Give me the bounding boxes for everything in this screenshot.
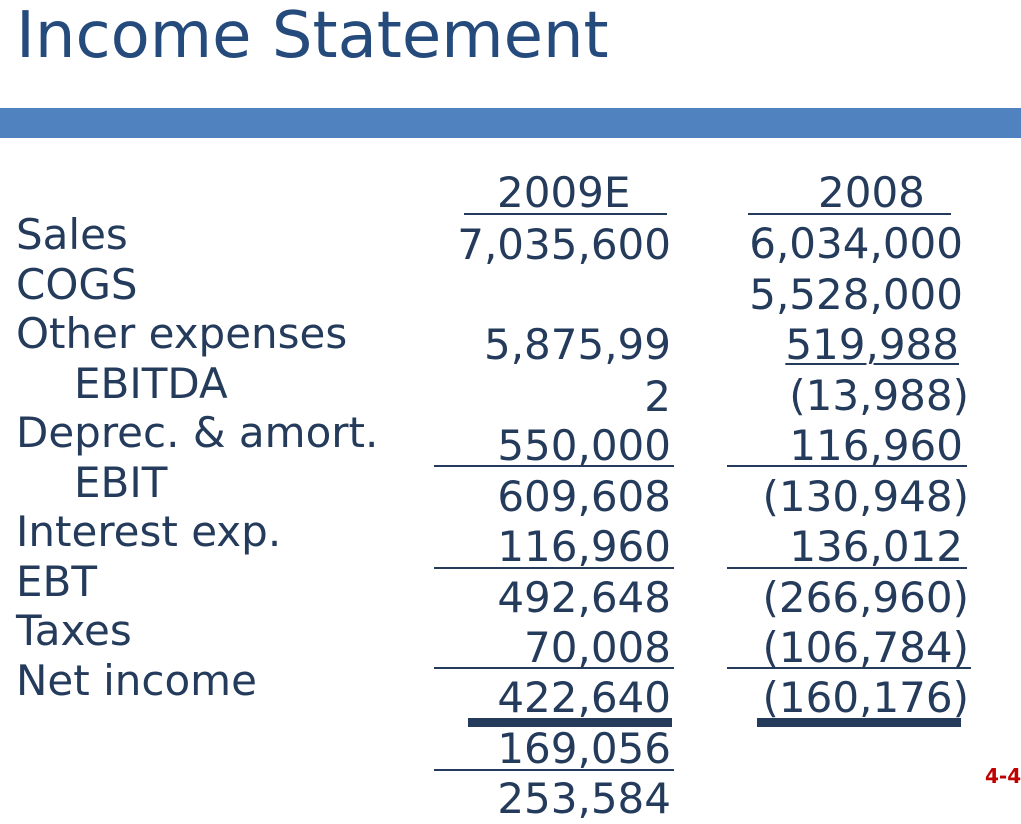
subtotal-rule	[434, 769, 674, 771]
value-2009e: 169,056	[497, 724, 671, 773]
page-title: Income Statement	[16, 0, 609, 73]
header-rule-2009e	[464, 213, 667, 215]
label-other-expenses: Other expenses	[16, 309, 348, 358]
label-taxes: Taxes	[16, 606, 132, 655]
value-2009e: 253,584	[497, 774, 671, 823]
column-header-2009e: 2009E	[497, 168, 631, 217]
value-2009e: 2	[644, 372, 671, 421]
subtotal-rule	[434, 567, 674, 569]
title-divider-bar	[0, 108, 1021, 138]
value-2008: (13,988)	[789, 371, 969, 420]
value-2008: (130,948)	[762, 472, 969, 521]
label-deprec: Deprec. & amort.	[16, 408, 379, 457]
value-2009e: 5,875,99	[483, 320, 671, 369]
subtotal-rule	[727, 465, 967, 467]
label-ebit: EBIT	[74, 458, 168, 507]
label-ebitda: EBITDA	[74, 359, 228, 408]
value-2008: 519,988	[785, 320, 959, 369]
value-2008: 136,012	[789, 522, 963, 571]
value-2009e: 116,960	[497, 522, 671, 571]
value-2009e: 550,000	[497, 421, 671, 470]
value-2008: 5,528,000	[749, 270, 963, 319]
value-2009e: 7,035,600	[457, 220, 671, 269]
value-2008: (160,176)	[762, 673, 969, 722]
label-sales: Sales	[16, 210, 128, 259]
value-2008: (266,960)	[762, 573, 969, 622]
column-header-2008: 2008	[818, 168, 925, 217]
value-2009e: 609,608	[497, 472, 671, 521]
double-underline	[468, 718, 672, 727]
label-interest: Interest exp.	[16, 507, 282, 556]
subtotal-rule	[727, 567, 967, 569]
header-rule-2008	[748, 213, 951, 215]
value-2008: 116,960	[789, 421, 963, 470]
label-net-income: Net income	[16, 656, 257, 705]
subtotal-rule	[434, 667, 674, 669]
value-2008: (106,784)	[762, 623, 969, 672]
double-underline	[757, 718, 961, 727]
label-ebt: EBT	[16, 557, 98, 606]
label-cogs: COGS	[16, 260, 138, 309]
value-2008: 6,034,000	[749, 219, 963, 268]
slide-number: 4-4	[985, 764, 1021, 788]
value-2009e: 422,640	[497, 673, 671, 722]
value-2009e: 492,648	[497, 573, 671, 622]
subtotal-rule	[434, 465, 674, 467]
value-2009e: 70,008	[524, 623, 671, 672]
subtotal-rule	[727, 667, 971, 669]
